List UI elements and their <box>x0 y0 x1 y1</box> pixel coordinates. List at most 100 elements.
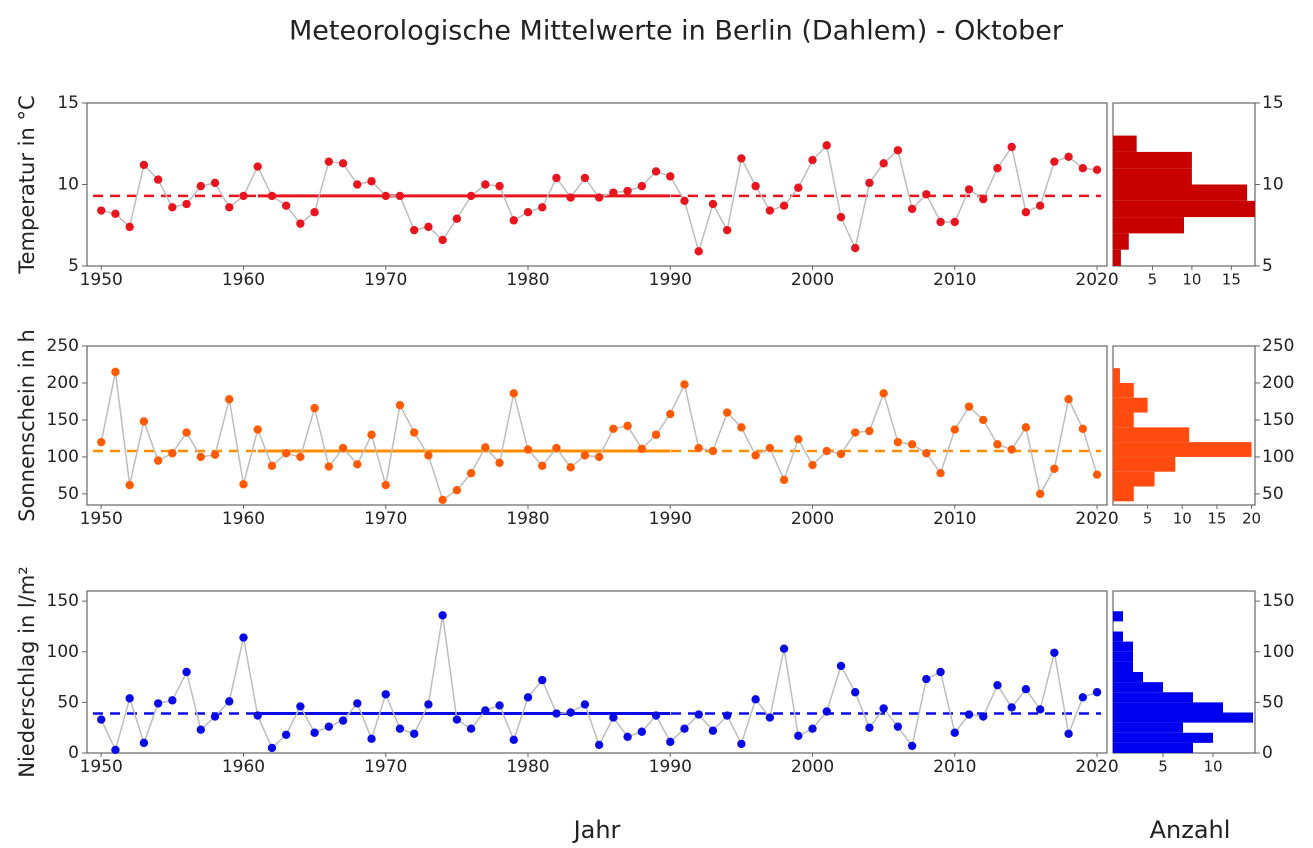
data-point <box>722 711 732 720</box>
hist-bar <box>1113 611 1123 622</box>
data-point <box>381 690 390 699</box>
data-point <box>566 193 575 202</box>
data-point <box>139 160 149 170</box>
data-point <box>936 667 945 677</box>
data-point <box>751 181 760 191</box>
data-point <box>936 469 945 478</box>
data-point <box>509 389 518 398</box>
data-point <box>239 633 248 642</box>
data-point <box>381 191 390 201</box>
data-point <box>936 217 945 227</box>
data-point <box>182 667 191 677</box>
plot-frame <box>86 102 1108 267</box>
series-line <box>100 371 1098 502</box>
data-point <box>310 208 319 217</box>
data-point <box>481 443 490 452</box>
data-point <box>409 225 419 235</box>
data-point <box>993 680 1002 690</box>
data-point <box>466 191 476 201</box>
data-point <box>310 403 319 413</box>
data-point <box>950 217 959 227</box>
data-point <box>523 693 533 702</box>
x-tick-label: 1960 <box>222 509 265 529</box>
data-point <box>964 402 974 411</box>
data-point <box>865 426 874 436</box>
hist-bar <box>1113 217 1184 234</box>
data-point <box>623 186 632 196</box>
data-point <box>1035 201 1045 210</box>
y-tick-label: 200 <box>1262 373 1294 393</box>
data-point <box>409 729 419 738</box>
data-point <box>651 430 661 439</box>
data-point <box>1078 424 1088 434</box>
data-point <box>481 180 490 189</box>
x-tick-label: 1990 <box>649 509 692 529</box>
data-point <box>794 183 803 192</box>
hist-bar <box>1113 732 1213 743</box>
hist-bar <box>1113 471 1155 487</box>
data-point <box>623 732 632 741</box>
data-point <box>637 727 647 736</box>
hist-bar <box>1113 631 1123 642</box>
data-point <box>779 475 789 485</box>
data-point <box>168 449 177 458</box>
data-point <box>779 201 789 210</box>
data-point <box>694 710 703 719</box>
hist-bar <box>1113 368 1120 383</box>
hist-bar <box>1113 249 1121 266</box>
data-point <box>680 724 689 733</box>
data-point <box>822 707 831 716</box>
data-point <box>367 177 376 186</box>
count-axis-title: Anzahl <box>1150 816 1231 844</box>
data-point <box>708 446 718 456</box>
data-point <box>1050 464 1059 473</box>
data-point <box>495 701 504 710</box>
data-point <box>253 425 262 434</box>
data-point <box>1092 470 1102 479</box>
data-point <box>580 451 590 460</box>
data-point <box>168 203 177 212</box>
data-point <box>538 461 547 471</box>
hist-bar <box>1113 641 1133 652</box>
data-point <box>196 181 206 191</box>
x-tick-label: 5 <box>1158 758 1168 776</box>
x-tick-label: 2000 <box>791 509 834 529</box>
data-point <box>964 185 974 194</box>
data-point <box>609 188 618 197</box>
y-axis-title: Temperatur in °C <box>15 95 39 274</box>
data-point <box>495 458 504 468</box>
data-point <box>893 146 903 155</box>
hist-bar <box>1113 742 1193 753</box>
data-point <box>97 715 106 724</box>
data-point <box>509 735 518 745</box>
y-tick-label: 150 <box>1262 591 1294 611</box>
data-point <box>1007 445 1016 454</box>
data-point <box>794 434 803 444</box>
data-point <box>737 154 746 163</box>
data-point <box>424 700 433 709</box>
x-tick-label: 1990 <box>649 757 692 777</box>
data-point <box>125 694 134 703</box>
hist-bar <box>1113 427 1190 443</box>
data-point <box>765 206 775 215</box>
data-point <box>452 214 462 223</box>
data-point <box>153 456 163 465</box>
data-point <box>751 695 760 704</box>
data-point <box>851 243 860 253</box>
data-point <box>481 706 490 715</box>
data-point <box>395 400 405 410</box>
data-point <box>979 194 988 204</box>
data-point <box>409 428 419 437</box>
data-point <box>708 199 718 209</box>
data-point <box>893 437 903 447</box>
data-point <box>196 452 206 462</box>
data-point <box>281 449 291 458</box>
data-point <box>836 661 846 671</box>
data-point <box>324 462 334 471</box>
data-point <box>950 425 959 434</box>
y-tick-label: 50 <box>57 484 79 504</box>
data-point <box>1078 693 1088 702</box>
data-point <box>566 463 575 472</box>
data-point <box>495 181 504 191</box>
data-point <box>381 480 390 490</box>
